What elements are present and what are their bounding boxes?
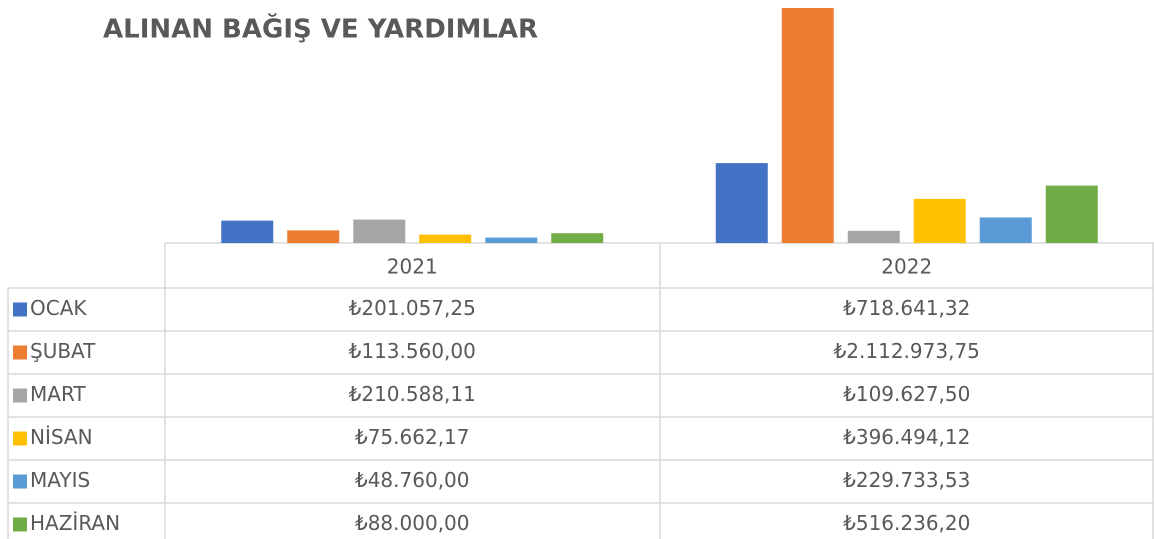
bar [287,230,340,243]
x-tick-label: 2021 [387,255,438,279]
table-cell: ₺229.733,53 [843,468,970,492]
bar [1045,185,1098,243]
table-cell: ₺210.588,11 [349,382,476,406]
legend-swatch [13,345,27,360]
bar [485,237,538,243]
legend-swatch [13,302,27,317]
bar [781,8,834,243]
table-cell: ₺201.057,25 [349,296,476,320]
data-table-grid [7,242,1154,539]
legend-swatch [13,388,27,403]
legend-swatch [13,474,27,489]
legend-swatch [13,431,27,446]
bar [847,230,900,243]
chart-title: ALINAN BAĞIŞ VE YARDIMLAR [103,13,538,45]
table-cell: ₺109.627,50 [843,382,970,406]
bar [913,198,966,243]
legend-swatch [13,517,27,532]
table-cell: ₺396.494,12 [843,425,970,449]
bar [715,163,768,243]
table-cell: ₺75.662,17 [355,425,470,449]
table-cell: ₺718.641,32 [843,296,970,320]
legend-label: OCAK [30,296,87,320]
table-cell: ₺48.760,00 [355,468,470,492]
legend-label: MART [30,382,86,406]
table-cell: ₺2.112.973,75 [834,339,980,363]
table-cell: ₺516.236,20 [843,511,970,535]
bar [353,219,406,243]
bar [979,217,1032,243]
legend-label: HAZİRAN [30,511,120,535]
bar [551,233,604,243]
bar [221,220,274,243]
legend-label: NİSAN [30,425,93,449]
table-cell: ₺88.000,00 [355,511,470,535]
legend-label: ŞUBAT [30,339,96,363]
bar [419,234,472,243]
table-cell: ₺113.560,00 [349,339,476,363]
legend-label: MAYIS [30,468,90,492]
x-tick-label: 2022 [881,255,932,279]
